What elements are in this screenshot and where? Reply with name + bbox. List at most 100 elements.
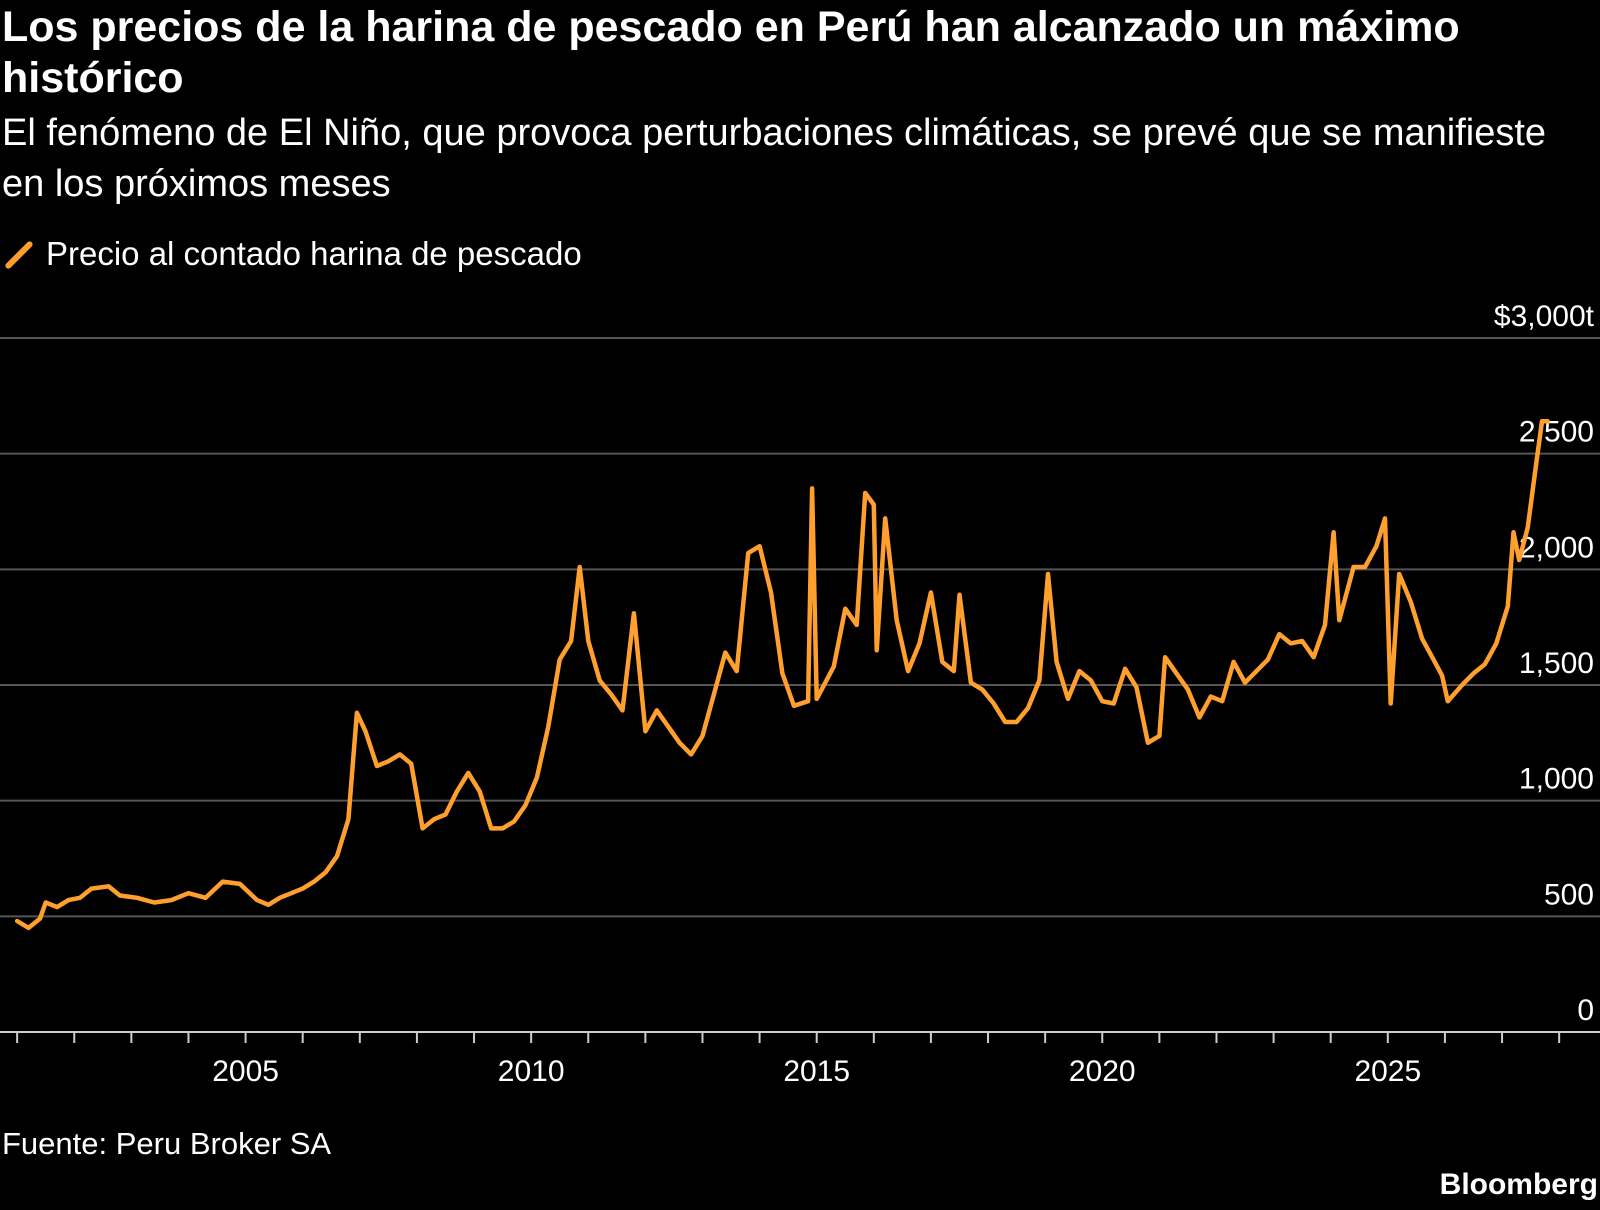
- data-point: [666, 725, 670, 729]
- data-point: [444, 813, 447, 816]
- data-point: [1472, 671, 1475, 675]
- data-point: [1440, 674, 1444, 678]
- data-point: [409, 762, 413, 766]
- data-point: [701, 734, 704, 738]
- data-point: [806, 699, 810, 703]
- data-point: [558, 658, 562, 662]
- data-point: [906, 669, 910, 673]
- data-point: [918, 641, 921, 645]
- data-point: [466, 771, 470, 775]
- data-point: [875, 648, 879, 652]
- data-point: [712, 692, 716, 696]
- x-tick-label: 2015: [783, 1055, 850, 1088]
- data-point: [255, 898, 259, 902]
- y-tick-label: 0: [1577, 994, 1594, 1027]
- data-point: [1534, 461, 1538, 465]
- data-point: [940, 660, 944, 664]
- data-point: [843, 607, 847, 611]
- data-point: [1112, 702, 1116, 705]
- gridlines: [0, 337, 1600, 918]
- data-point: [769, 591, 773, 594]
- data-point: [89, 887, 93, 891]
- data-point: [1220, 699, 1224, 703]
- data-point: [335, 854, 339, 858]
- data-point: [689, 752, 693, 756]
- chart-title: Los precios de la harina de pescado en P…: [2, 3, 1460, 102]
- data-point: [1289, 641, 1293, 645]
- x-tick-label: 2025: [1354, 1055, 1421, 1088]
- data-point: [107, 884, 110, 888]
- data-point: [38, 917, 42, 921]
- data-point: [301, 887, 305, 891]
- data-point: [1266, 658, 1270, 662]
- data-point: [1363, 565, 1367, 569]
- data-point: [1055, 660, 1059, 664]
- data-point: [1312, 655, 1316, 659]
- data-point: [1197, 715, 1201, 719]
- data-point: [1026, 706, 1030, 710]
- data-point: [1123, 667, 1127, 671]
- data-point: [855, 623, 859, 627]
- data-point: [1420, 637, 1424, 641]
- data-point: [655, 708, 659, 712]
- legend: Precio al contado harina de pescado: [4, 232, 582, 276]
- data-point: [1015, 720, 1019, 724]
- data-point: [355, 711, 359, 715]
- data-point: [152, 901, 156, 904]
- data-point: [872, 503, 876, 507]
- data-point: [15, 919, 19, 923]
- data-point: [1255, 669, 1258, 673]
- data-point: [1323, 623, 1327, 627]
- data-point: [969, 681, 973, 685]
- x-tick-label: 2005: [212, 1055, 279, 1088]
- data-point: [67, 898, 70, 902]
- data-point: [238, 882, 242, 886]
- y-tick-label: $3,000t: [1494, 300, 1595, 333]
- data-point: [135, 896, 139, 900]
- legend-label: Precio al contado harina de pescado: [46, 235, 582, 272]
- data-point: [621, 708, 624, 712]
- line-chart: 0 500 1,000 1,500 2,000 2,500 $3,000t 2005 2010…: [0, 300, 1600, 1088]
- data-point: [1077, 669, 1081, 673]
- data-point: [1540, 419, 1544, 423]
- data-point: [578, 565, 582, 569]
- data-point: [1494, 641, 1498, 645]
- source-note: Fuente: Peru Broker SA: [2, 1126, 332, 1161]
- data-point: [546, 725, 550, 729]
- data-point: [632, 611, 636, 615]
- data-point: [1374, 544, 1378, 548]
- data-point: [758, 544, 762, 548]
- data-point: [863, 491, 867, 495]
- data-point: [1337, 618, 1341, 622]
- data-point: [312, 880, 316, 884]
- data-point: [586, 639, 590, 643]
- data-point: [929, 591, 933, 594]
- data-point: [1146, 741, 1150, 745]
- data-point: [512, 820, 516, 823]
- x-tick-label: 2020: [1069, 1055, 1136, 1088]
- data-point: [455, 789, 459, 793]
- data-point: [1046, 572, 1050, 576]
- y-tick-label: 1,500: [1519, 647, 1594, 680]
- bloomberg-logo: Bloomberg: [1439, 1168, 1598, 1201]
- data-point: [678, 741, 682, 745]
- legend-line-icon: [4, 240, 32, 268]
- data-point: [1352, 565, 1356, 569]
- data-point: [832, 665, 836, 668]
- data-point: [1277, 632, 1281, 636]
- data-point: [44, 901, 48, 904]
- data-point: [992, 702, 996, 705]
- data-point: [1186, 688, 1190, 692]
- data-point: [1135, 685, 1138, 689]
- data-point: [204, 896, 208, 900]
- y-axis-tick-labels: 0 500 1,000 1,500 2,000 2,500 $3,000t: [1494, 300, 1595, 1027]
- data-point: [1066, 697, 1070, 701]
- data-point: [815, 697, 819, 701]
- data-point: [1517, 558, 1521, 562]
- y-tick-label: 1,000: [1519, 763, 1594, 796]
- x-tick-label: 2010: [498, 1055, 565, 1088]
- data-point: [1397, 572, 1401, 576]
- data-point: [1163, 655, 1167, 659]
- chart-subtitle: El fenómeno de El Niño, que provoca pert…: [2, 112, 1547, 205]
- data-point: [55, 905, 59, 909]
